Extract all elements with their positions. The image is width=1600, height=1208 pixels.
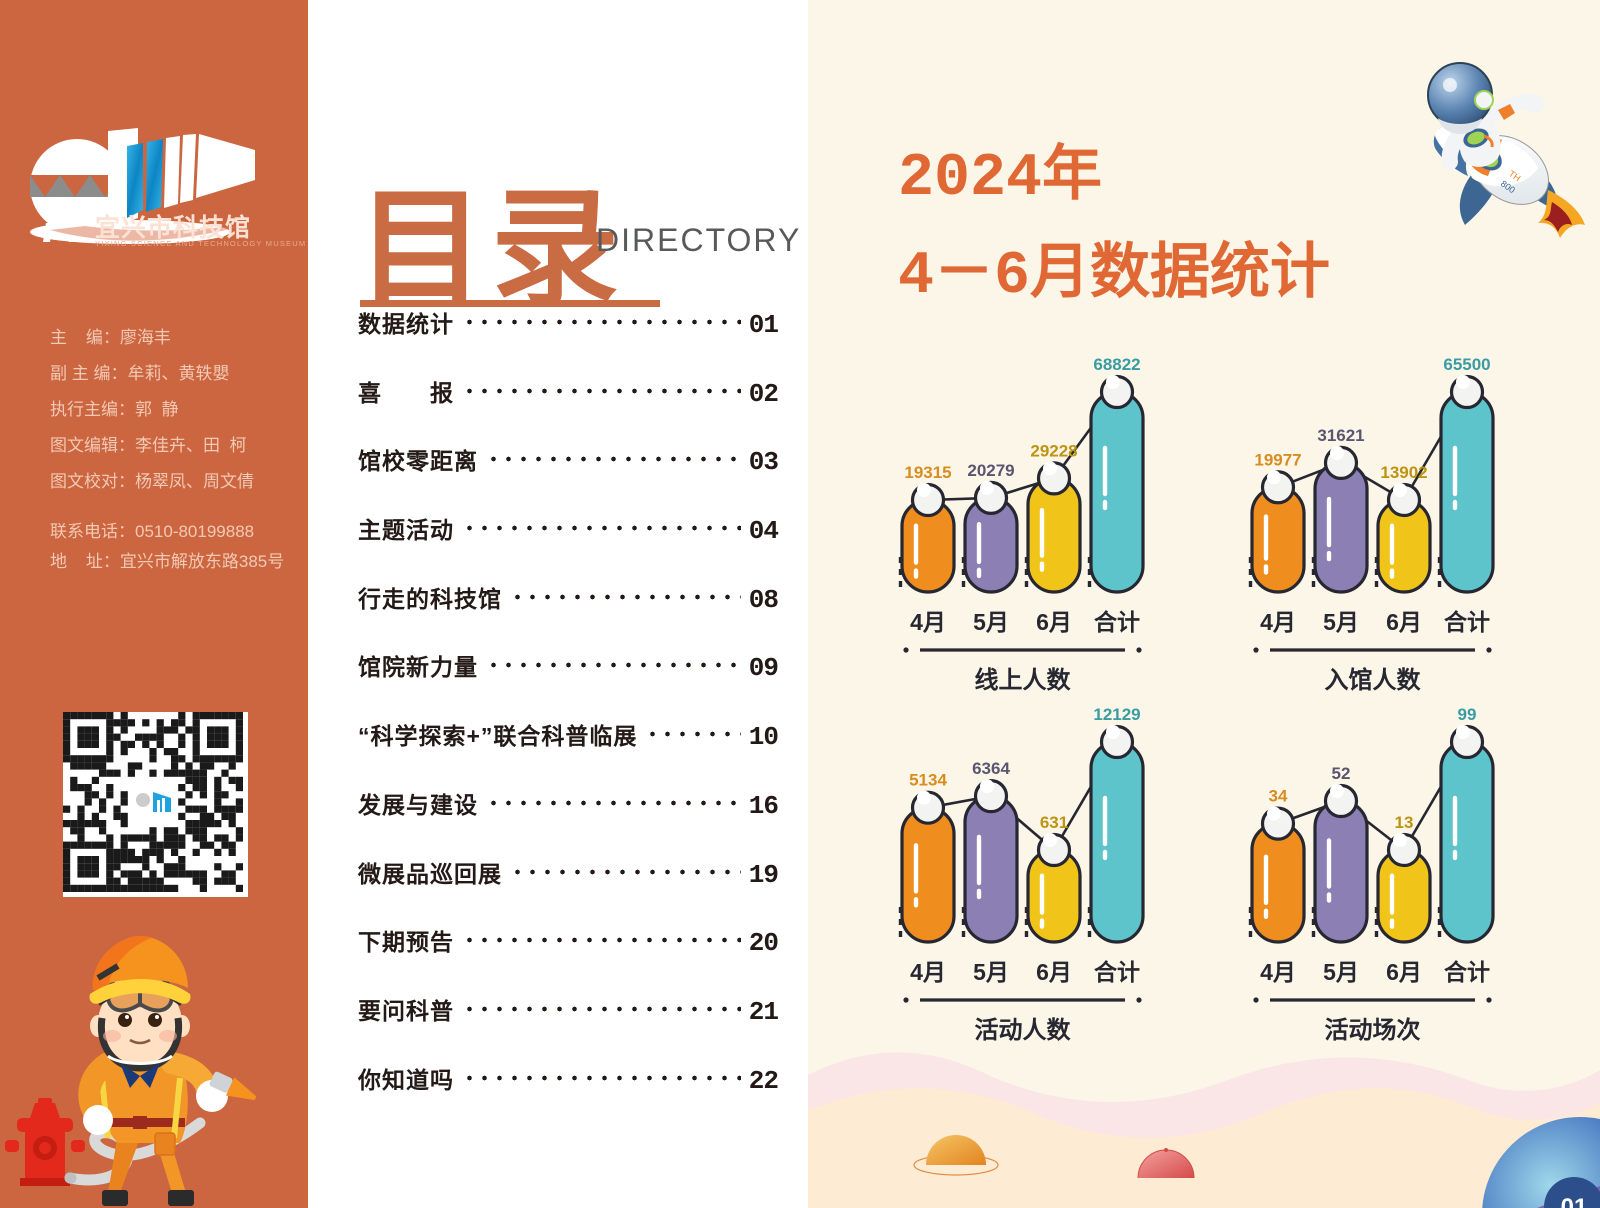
svg-text:4月: 4月 [1260, 609, 1296, 635]
svg-text:20279: 20279 [967, 461, 1014, 480]
svg-text:6月: 6月 [1386, 609, 1422, 635]
svg-text:631: 631 [1040, 813, 1068, 832]
svg-text:01: 01 [1561, 1194, 1588, 1208]
svg-text:6月: 6月 [1036, 609, 1072, 635]
svg-text:19977: 19977 [1254, 450, 1301, 469]
svg-text:99: 99 [1458, 705, 1477, 724]
svg-text:12129: 12129 [1093, 705, 1140, 724]
svg-text:31621: 31621 [1317, 426, 1364, 445]
svg-text:5月: 5月 [973, 959, 1009, 985]
svg-text:合计: 合计 [1444, 609, 1490, 635]
svg-text:52: 52 [1332, 764, 1351, 783]
svg-text:6月: 6月 [1386, 959, 1422, 985]
svg-text:5月: 5月 [973, 609, 1009, 635]
svg-text:65500: 65500 [1443, 355, 1490, 374]
svg-text:19315: 19315 [904, 463, 951, 482]
svg-text:4月: 4月 [1260, 959, 1296, 985]
svg-text:5月: 5月 [1323, 609, 1359, 635]
svg-text:6364: 6364 [972, 759, 1010, 778]
svg-text:29228: 29228 [1030, 441, 1077, 460]
svg-text:4月: 4月 [910, 959, 946, 985]
svg-text:13: 13 [1395, 813, 1414, 832]
svg-text:4月: 4月 [910, 609, 946, 635]
svg-text:合计: 合计 [1094, 959, 1140, 985]
svg-text:5134: 5134 [909, 771, 947, 790]
svg-text:6月: 6月 [1036, 959, 1072, 985]
svg-text:68822: 68822 [1093, 355, 1140, 374]
svg-text:合计: 合计 [1444, 959, 1490, 985]
svg-text:13902: 13902 [1380, 463, 1427, 482]
svg-text:5月: 5月 [1323, 959, 1359, 985]
svg-text:合计: 合计 [1094, 609, 1140, 635]
svg-text:34: 34 [1269, 787, 1288, 806]
